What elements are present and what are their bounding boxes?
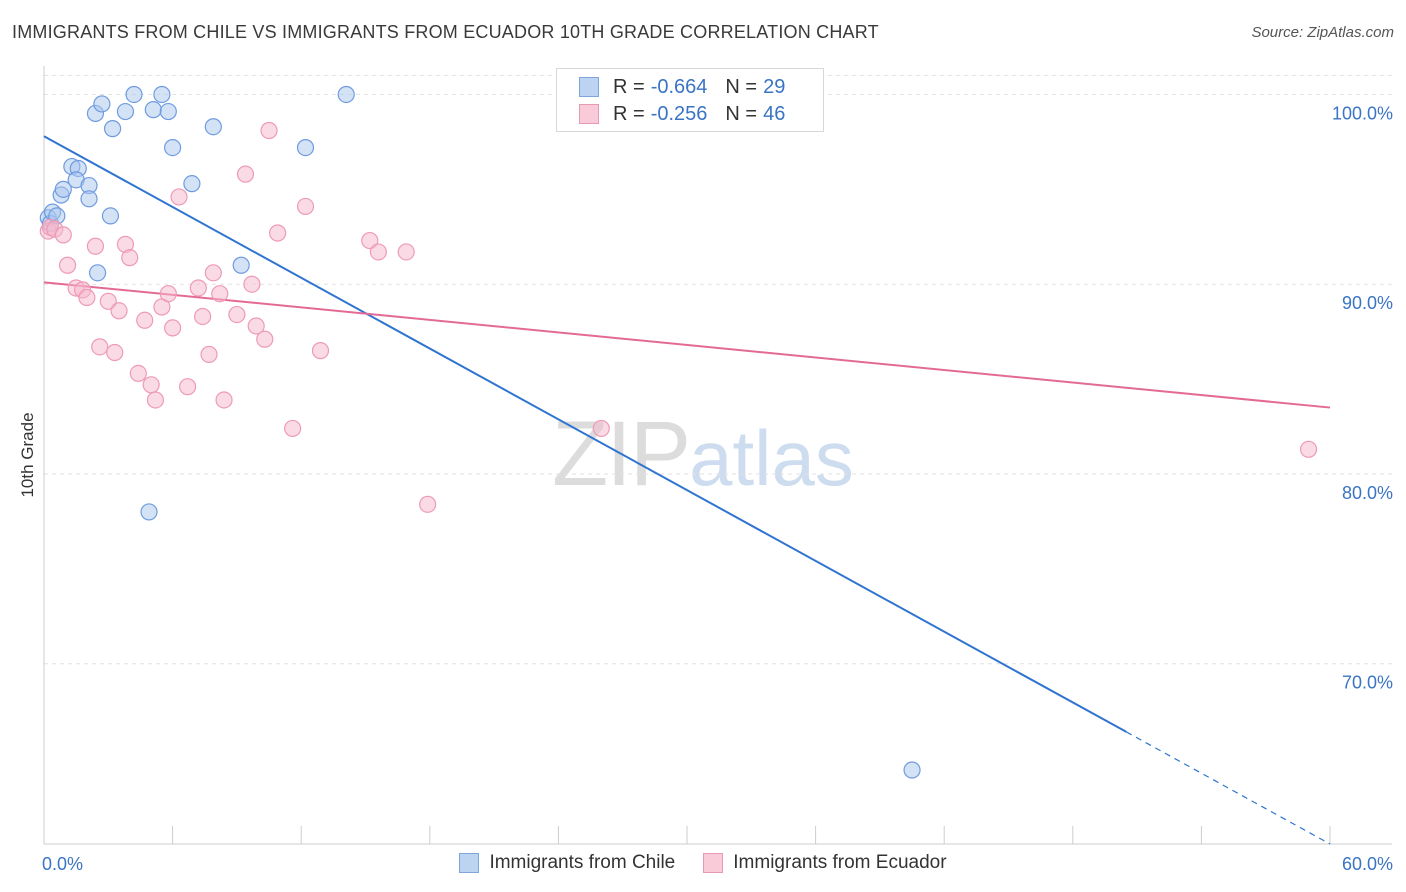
ecuador-n-label: N = [725, 102, 758, 125]
chile-point-19 [159, 102, 177, 121]
chile-point-13 [101, 207, 120, 225]
watermark: ZIPatlas [552, 402, 854, 507]
ecuador-r-label: R = [613, 102, 645, 125]
ecuador-point-39 [311, 342, 330, 360]
chile-swatch-icon [579, 77, 599, 97]
ecuador-point-37 [284, 419, 302, 438]
legend-row-chile: R = -0.664 N = 29 [579, 75, 785, 99]
ecuador-point-30 [228, 305, 246, 324]
y-tick-label-100: 100.0% [1332, 103, 1393, 123]
y-tick-label-80: 80.0% [1342, 483, 1393, 503]
chile-point-10 [80, 190, 98, 208]
grid-lines [44, 74, 1392, 665]
chile-point-25 [337, 85, 355, 104]
ecuador-point-23 [179, 378, 197, 396]
ecuador-legend-label: Immigrants from Ecuador [733, 852, 947, 873]
ecuador-point-7 [78, 288, 96, 307]
ecuador-point-3 [54, 226, 72, 244]
ecuador-n-value: 46 [763, 102, 786, 125]
ecuador-point-33 [247, 317, 265, 335]
chile-r-label: R = [613, 75, 645, 98]
chile-point-20 [164, 138, 182, 157]
ecuador-point-8 [86, 237, 105, 255]
series-legend: Immigrants from Chile Immigrants from Ec… [0, 852, 1406, 874]
y-tick-label-90: 90.0% [1342, 293, 1393, 313]
ecuador-point-38 [296, 197, 315, 216]
ecuador-trend-line [43, 281, 1331, 409]
chile-point-18 [153, 85, 171, 104]
ecuador-point-4 [58, 256, 77, 274]
ecuador-point-45 [1299, 440, 1318, 458]
ecuador-point-26 [200, 345, 218, 364]
chile-point-5 [54, 180, 72, 198]
chile-point-28 [903, 761, 921, 779]
ecuador-point-10 [99, 292, 117, 310]
y-tick-label-70: 70.0% [1342, 673, 1393, 693]
ecuador-point-18 [146, 391, 165, 409]
ecuador-point-32 [243, 275, 261, 293]
ecuador-point-9 [91, 338, 109, 356]
chile-point-16 [125, 85, 143, 104]
ecuador-point-27 [204, 264, 222, 282]
watermark-atlas: atlas [689, 414, 854, 502]
ecuador-point-42 [397, 243, 415, 261]
ecuador-r-value: -0.256 [650, 102, 708, 125]
x-tick-label-max: 60.0% [1342, 854, 1393, 874]
chile-legend-swatch-icon [459, 853, 480, 873]
chile-r-value: -0.664 [650, 75, 708, 98]
chile-point-24 [296, 138, 315, 157]
chile-point-21 [183, 175, 201, 193]
axes [43, 66, 1392, 845]
ecuador-point-35 [260, 121, 278, 140]
ecuador-point-44 [592, 419, 610, 438]
ecuador-point-28 [211, 285, 229, 303]
chile-point-12 [93, 95, 111, 113]
chart-title: IMMIGRANTS FROM CHILE VS IMMIGRANTS FROM… [12, 22, 879, 42]
ecuador-point-24 [189, 279, 207, 297]
ecuador-point-16 [136, 311, 154, 329]
data-points [39, 85, 1318, 779]
ecuador-point-21 [164, 319, 182, 337]
tick-labels: 100.0% 90.0% 80.0% 70.0% 0.0% 60.0% [42, 103, 1393, 874]
ecuador-point-29 [215, 391, 233, 409]
trend-lines [43, 135, 1331, 845]
chile-n-label: N = [725, 75, 758, 98]
chile-point-15 [116, 102, 135, 121]
ecuador-point-14 [121, 249, 139, 267]
ecuador-legend-swatch-icon [703, 853, 724, 873]
ecuador-point-36 [269, 224, 287, 242]
chile-trend-extension [1126, 731, 1331, 845]
source-label: Source: ZipAtlas.com [1251, 24, 1394, 41]
ecuador-point-34 [256, 330, 274, 348]
legend-row-ecuador: R = -0.256 N = 46 [579, 102, 785, 126]
y-axis-label: 10th Grade [18, 412, 37, 498]
ecuador-swatch-icon [579, 104, 599, 124]
chile-legend-label: Immigrants from Chile [489, 852, 676, 873]
ecuador-point-31 [236, 165, 255, 183]
stats-legend: R = -0.664 N = 29 R = -0.256 N = 46 [556, 68, 824, 132]
chile-trend-line [43, 135, 1127, 733]
chile-point-17 [144, 101, 162, 119]
ecuador-point-25 [194, 307, 212, 326]
ecuador-point-17 [142, 376, 160, 394]
legend-item-ecuador[interactable]: Immigrants from Ecuador [703, 852, 947, 874]
ecuador-point-12 [110, 302, 128, 320]
x-tick-label-min: 0.0% [42, 854, 83, 874]
ecuador-point-43 [419, 495, 437, 513]
chile-n-value: 29 [763, 75, 786, 98]
chile-point-27 [140, 503, 158, 521]
ecuador-point-20 [159, 285, 177, 303]
legend-item-chile[interactable]: Immigrants from Chile [459, 852, 675, 874]
chile-point-23 [232, 256, 250, 274]
ecuador-point-15 [129, 364, 147, 383]
chile-point-22 [204, 118, 222, 136]
ecuador-point-11 [106, 343, 124, 362]
ecuador-point-40 [361, 231, 379, 250]
chile-point-14 [103, 120, 122, 138]
ecuador-point-41 [369, 243, 387, 261]
ecuador-point-22 [170, 188, 188, 206]
chile-point-26 [88, 264, 107, 282]
